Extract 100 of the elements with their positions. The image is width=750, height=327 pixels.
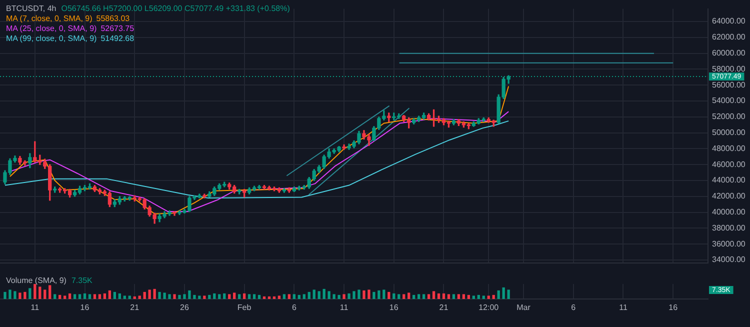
y-tick-label: 34000.00 — [712, 255, 746, 264]
y-tick-label: 50000.00 — [712, 128, 746, 138]
bar — [427, 294, 430, 299]
bar — [502, 287, 505, 299]
bar — [38, 286, 42, 299]
y-tick-label: 62000.00 — [712, 32, 746, 42]
bar — [8, 290, 12, 299]
bar — [318, 291, 320, 299]
bar — [48, 285, 52, 299]
bar — [108, 290, 112, 299]
bar — [58, 294, 62, 299]
bar — [442, 293, 446, 299]
bar — [482, 296, 485, 299]
bar — [193, 294, 196, 299]
bar — [218, 294, 221, 299]
bar — [78, 294, 82, 299]
bar — [168, 294, 171, 299]
bar — [198, 296, 201, 299]
bar — [467, 294, 470, 299]
bar — [392, 293, 396, 299]
bar — [398, 294, 400, 299]
bar — [148, 290, 151, 299]
bar — [268, 296, 271, 299]
annotation: 52673.75 — [100, 24, 134, 33]
x-tick-label: 11 — [619, 303, 628, 312]
y-tick-label: 58000.00 — [712, 64, 746, 74]
bar — [103, 293, 106, 299]
annotation: 7.35K — [71, 276, 92, 285]
bar — [63, 296, 66, 299]
bar — [173, 294, 176, 299]
bar — [188, 290, 191, 299]
bar — [322, 288, 326, 299]
bar — [282, 294, 286, 299]
x-tick-label: 11 — [340, 303, 349, 312]
bar — [292, 294, 296, 299]
y-tick-label: 48000.00 — [712, 144, 746, 153]
bar — [118, 293, 121, 299]
bar — [123, 296, 126, 299]
bar — [113, 292, 116, 299]
x-tick-label: Feb — [237, 303, 252, 312]
text: MA (99, close, 0, SMA, 9) — [6, 34, 97, 43]
bar — [477, 294, 480, 299]
x-tick-label: 11 — [30, 303, 40, 312]
y-tick-label: 40000.00 — [712, 208, 746, 217]
bar — [342, 294, 346, 299]
bar — [312, 290, 316, 299]
bar — [93, 294, 96, 299]
bar — [362, 290, 366, 299]
bar — [368, 290, 370, 299]
text: MA (7, close, 0, SMA, 9) — [6, 14, 92, 23]
bar — [203, 296, 206, 299]
bar — [497, 290, 500, 299]
bar — [332, 294, 336, 299]
bar — [88, 294, 92, 299]
bar — [452, 294, 456, 299]
bar — [158, 292, 161, 299]
bar — [68, 293, 72, 299]
bar — [492, 294, 495, 299]
bar — [338, 294, 340, 299]
x-tick-label: 16 — [80, 303, 90, 312]
x-tick-label: 26 — [180, 303, 190, 312]
x-tick-label: 6 — [292, 303, 297, 312]
bar — [272, 296, 276, 299]
bar — [128, 296, 131, 299]
bar — [457, 294, 460, 299]
bar — [14, 291, 16, 299]
bar — [44, 290, 46, 299]
bar — [372, 292, 376, 299]
x-tick-label: Mar — [516, 303, 531, 312]
bar — [178, 294, 181, 299]
bar — [223, 293, 226, 299]
bar — [378, 290, 380, 299]
bar — [153, 288, 156, 299]
bar — [24, 292, 26, 299]
y-tick-label: 46000.00 — [712, 160, 746, 169]
annotation: 55863.03 — [96, 14, 130, 23]
x-tick-label: 16 — [389, 303, 399, 312]
bar — [143, 292, 146, 299]
y-tick-label: 54000.00 — [712, 96, 746, 106]
bar — [4, 292, 6, 299]
bar — [388, 292, 390, 299]
x-tick-label: 16 — [668, 303, 678, 312]
annotation: O56745.66 H57200.00 L56209.00 C57077.49 +331.83 (+0.58%) — [61, 4, 290, 13]
bar — [432, 291, 436, 299]
bar — [98, 294, 102, 299]
bar — [302, 294, 306, 299]
bar — [422, 294, 426, 299]
x-tick-label: 12:00 — [478, 303, 500, 312]
text: MA (25, close, 0, SMA, 9) — [6, 24, 97, 33]
y-tick-label: 42000.00 — [712, 192, 746, 201]
bar — [328, 291, 330, 299]
x-tick-label: 6 — [571, 303, 576, 312]
bar — [358, 290, 360, 299]
y-tick-label: 64000.00 — [712, 16, 746, 26]
bar — [213, 293, 216, 299]
bar — [412, 294, 416, 299]
bar — [447, 294, 450, 299]
bar — [252, 294, 256, 299]
y-tick-label: 38000.00 — [712, 223, 746, 232]
bar — [288, 294, 291, 299]
